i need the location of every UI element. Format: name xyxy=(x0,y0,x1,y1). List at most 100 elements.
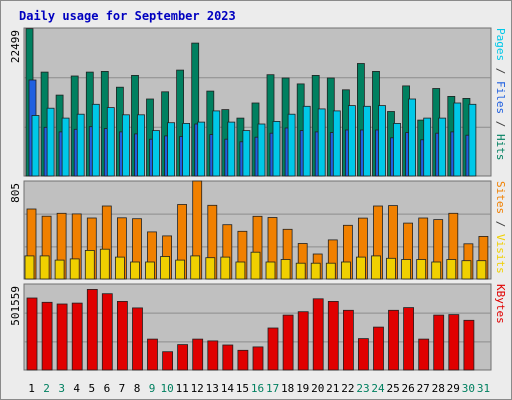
legend-visits-item-2: Visits xyxy=(494,234,507,274)
bar-visits-sites-day-23 xyxy=(355,256,366,280)
bar-hits-pages-day-24 xyxy=(378,105,386,177)
x-tick-day-3: 3 xyxy=(58,382,65,395)
bar-kbytes-kbytes-day-11 xyxy=(177,344,189,371)
bar-hits-pages-day-1 xyxy=(31,115,40,177)
bar-kbytes-kbytes-day-15 xyxy=(237,349,249,371)
bar-hits-pages-day-30 xyxy=(468,103,477,177)
bar-visits-sites-day-3 xyxy=(54,259,65,280)
bar-kbytes-kbytes-day-25 xyxy=(388,309,399,371)
bar-visits-sites-day-14 xyxy=(220,256,231,280)
bar-visits-sites-day-20 xyxy=(310,262,321,280)
bar-kbytes-kbytes-day-17 xyxy=(267,327,279,371)
x-tick-day-8: 8 xyxy=(134,382,141,395)
x-tick-day-28: 28 xyxy=(432,382,445,395)
bar-hits-pages-day-12 xyxy=(197,121,206,177)
x-tick-day-1: 1 xyxy=(28,382,35,395)
x-tick-day-23: 23 xyxy=(356,382,369,395)
bar-hits-pages-day-14 xyxy=(227,121,236,177)
legend-visits-item-1: / xyxy=(494,214,507,234)
bar-visits-sites-day-27 xyxy=(416,259,427,280)
x-tick-day-10: 10 xyxy=(160,382,173,395)
bar-kbytes-kbytes-day-10 xyxy=(162,351,174,371)
x-tick-day-5: 5 xyxy=(88,382,95,395)
bar-hits-pages-day-8 xyxy=(137,114,145,177)
x-tick-day-17: 17 xyxy=(266,382,279,395)
bar-hits-pages-day-3 xyxy=(61,117,70,177)
bar-hits-pages-day-28 xyxy=(438,117,447,177)
bar-hits-pages-day-4 xyxy=(76,113,85,177)
panel-kbytes-legend: KBytes xyxy=(494,284,507,324)
bar-hits-pages-day-11 xyxy=(182,123,191,177)
bar-visits-sites-day-16 xyxy=(250,251,261,280)
bar-visits-sites-day-30 xyxy=(461,260,472,280)
bar-hits-pages-day-21 xyxy=(332,110,341,177)
legend-hits-item-1: / xyxy=(494,61,507,81)
bar-kbytes-kbytes-day-2 xyxy=(41,301,53,371)
panel-visits-ymax-label: 805 xyxy=(9,183,22,203)
bar-hits-pages-day-29 xyxy=(453,102,462,177)
bar-kbytes-kbytes-day-26 xyxy=(403,307,415,371)
panel-hits-legend: Pages / Files / Hits xyxy=(494,28,507,161)
x-tick-day-25: 25 xyxy=(386,382,399,395)
bar-hits-pages-day-26 xyxy=(408,98,417,177)
bar-kbytes-kbytes-day-8 xyxy=(132,307,143,371)
bar-visits-sites-day-12 xyxy=(190,255,201,280)
x-tick-day-20: 20 xyxy=(311,382,324,395)
x-tick-day-16: 16 xyxy=(251,382,264,395)
x-tick-day-26: 26 xyxy=(401,382,414,395)
bar-kbytes-kbytes-day-14 xyxy=(222,344,234,371)
bar-kbytes-kbytes-day-13 xyxy=(207,340,219,371)
bar-hits-pages-day-27 xyxy=(423,117,432,177)
bar-hits-pages-day-25 xyxy=(393,123,401,177)
x-tick-day-22: 22 xyxy=(341,382,354,395)
bar-kbytes-kbytes-day-22 xyxy=(342,309,354,371)
x-tick-day-29: 29 xyxy=(447,382,460,395)
bar-visits-sites-day-13 xyxy=(205,257,216,280)
x-tick-day-12: 12 xyxy=(191,382,204,395)
legend-hits-item-3: / xyxy=(494,114,507,134)
x-tick-day-2: 2 xyxy=(43,382,50,395)
x-tick-day-13: 13 xyxy=(206,382,219,395)
x-tick-day-27: 27 xyxy=(417,382,430,395)
x-tick-day-9: 9 xyxy=(149,382,156,395)
x-tick-day-7: 7 xyxy=(119,382,126,395)
bar-hits-pages-day-16 xyxy=(257,123,266,177)
bar-kbytes-kbytes-day-23 xyxy=(357,338,369,371)
bar-visits-sites-day-15 xyxy=(235,261,246,280)
bar-visits-sites-day-11 xyxy=(175,259,186,280)
legend-hits-item-0: Pages xyxy=(494,28,507,61)
bar-hits-pages-day-15 xyxy=(242,130,251,177)
bar-kbytes-kbytes-day-5 xyxy=(86,288,98,371)
panel-kbytes-ymax-label: 501559 xyxy=(9,286,22,326)
bar-visits-sites-day-31 xyxy=(476,260,487,280)
bar-kbytes-kbytes-day-18 xyxy=(282,314,294,371)
bar-kbytes-kbytes-day-3 xyxy=(56,303,68,371)
bar-kbytes-kbytes-day-16 xyxy=(252,346,264,371)
bar-visits-sites-day-26 xyxy=(401,259,412,280)
x-tick-day-30: 30 xyxy=(462,382,475,395)
bar-visits-sites-day-10 xyxy=(160,256,171,280)
bar-hits-pages-day-6 xyxy=(106,107,115,177)
bar-visits-sites-day-25 xyxy=(386,257,396,280)
bar-visits-sites-day-1 xyxy=(24,255,35,280)
bar-visits-sites-day-24 xyxy=(371,255,381,280)
bar-kbytes-kbytes-day-12 xyxy=(192,338,204,371)
bar-hits-pages-day-10 xyxy=(167,122,176,177)
legend-kbytes-item-0: KBytes xyxy=(494,284,507,324)
x-tick-day-15: 15 xyxy=(236,382,249,395)
bar-visits-sites-day-6 xyxy=(99,248,110,280)
x-tick-day-6: 6 xyxy=(104,382,111,395)
bar-visits-sites-day-22 xyxy=(340,261,351,280)
bar-visits-sites-day-17 xyxy=(265,261,276,280)
legend-hits-item-2: Files xyxy=(494,81,507,114)
bar-visits-sites-day-28 xyxy=(431,261,442,280)
bar-kbytes-kbytes-day-24 xyxy=(373,326,384,371)
bar-kbytes-kbytes-day-20 xyxy=(312,298,324,371)
bar-kbytes-kbytes-day-7 xyxy=(117,300,128,371)
x-tick-day-4: 4 xyxy=(73,382,80,395)
bar-hits-pages-day-9 xyxy=(152,130,160,177)
legend-visits-item-0: Sites xyxy=(494,181,507,214)
bar-kbytes-kbytes-day-1 xyxy=(26,297,38,371)
bar-hits-pages-day-2 xyxy=(46,107,55,177)
